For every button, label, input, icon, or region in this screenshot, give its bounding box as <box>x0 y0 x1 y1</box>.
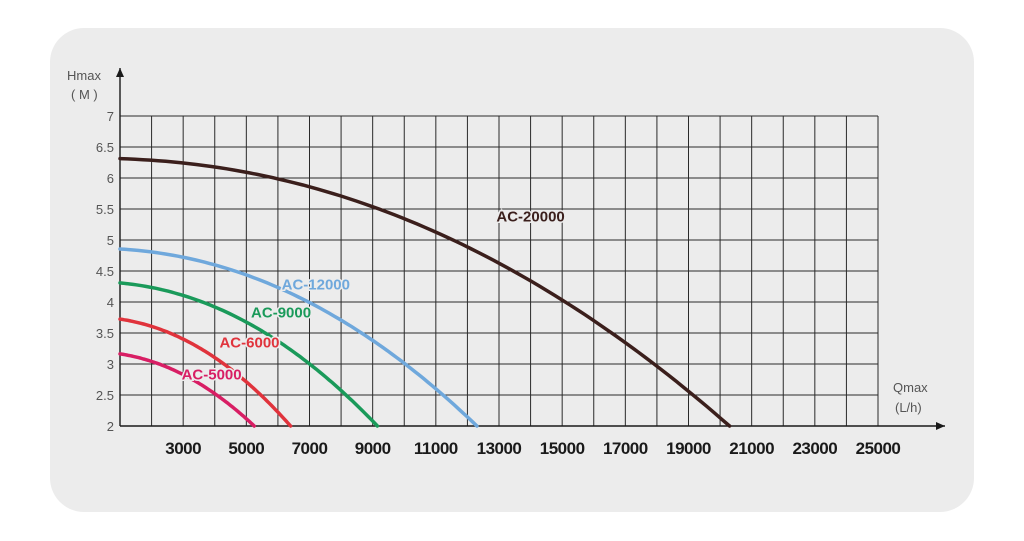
series-curve <box>118 247 479 428</box>
x-tick-label: 21000 <box>729 439 774 458</box>
x-tick-label: 13000 <box>477 439 522 458</box>
series-curve <box>118 156 732 428</box>
curves <box>118 156 732 428</box>
x-axis-arrow-icon <box>936 422 945 430</box>
y-tick-label: 6.5 <box>96 140 114 155</box>
y-axis-arrow-icon <box>116 68 124 77</box>
x-tick-label: 19000 <box>666 439 711 458</box>
y-tick-label: 7 <box>107 109 114 124</box>
y-tick-label: 5 <box>107 233 114 248</box>
y-axis-title: Hmax <box>67 68 101 83</box>
x-tick-label: 15000 <box>540 439 585 458</box>
x-tick-label: 17000 <box>603 439 648 458</box>
y-tick-label: 4 <box>107 295 114 310</box>
series-curve <box>118 352 256 428</box>
y-tick-label: 2 <box>107 419 114 434</box>
series-label: AC-5000 <box>182 367 242 384</box>
x-tick-label: 5000 <box>228 439 264 458</box>
series-label: AC-9000 <box>251 305 311 322</box>
y-tick-label: 2.5 <box>96 388 114 403</box>
y-tick-label: 4.5 <box>96 264 114 279</box>
series-label: AC-20000 <box>496 208 564 225</box>
x-tick-label: 25000 <box>856 439 901 458</box>
series-labels: AC-20000 AC-12000 AC-9000 AC-6000 AC-5000 <box>180 207 566 385</box>
y-tick-label: 3 <box>107 357 114 372</box>
series-label: AC-6000 <box>219 334 279 351</box>
x-tick-label: 7000 <box>292 439 328 458</box>
x-tick-label: 3000 <box>165 439 201 458</box>
y-tick-label: 5.5 <box>96 202 114 217</box>
x-axis-title: Qmax <box>893 380 928 395</box>
x-tick-label: 11000 <box>414 439 458 458</box>
x-tick-label: 23000 <box>792 439 837 458</box>
series-curve <box>118 281 380 428</box>
series-curve <box>118 317 293 428</box>
y-axis-unit: ( M ) <box>71 87 98 102</box>
x-axis-unit: (L/h) <box>895 400 922 415</box>
y-tick-label: 6 <box>107 171 114 186</box>
series-label: AC-12000 <box>282 277 350 294</box>
y-tick-label: 3.5 <box>96 326 114 341</box>
axes: 2 2.5 3 3.5 4 4.5 5 5.5 6 6.5 7 3000 5000 7000 9000 110… <box>96 68 945 458</box>
x-tick-label: 9000 <box>355 439 391 458</box>
